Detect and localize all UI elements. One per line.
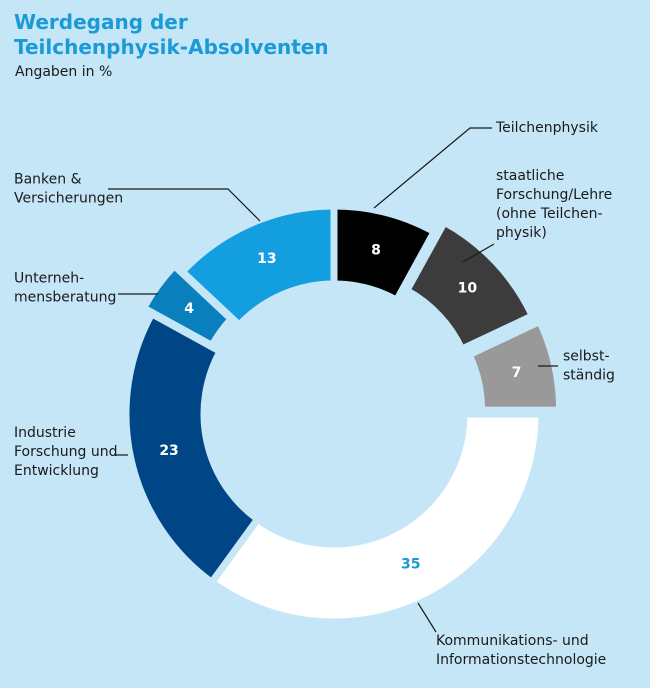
slice-label-6-line-0: Banken & [14, 172, 82, 188]
leader-line-0 [373, 127, 492, 209]
slice-value-2: 7 [512, 365, 522, 381]
slice-label-6: Banken & Versicherungen [14, 172, 123, 207]
slice-label-3: Kommunikations- und Informationstechnolog… [436, 633, 606, 668]
slice-0 [330, 202, 439, 305]
slice-label-3-line-1: Informationstechnologie [436, 652, 606, 668]
slice-label-4: Industrie Forschung und Entwicklung [14, 425, 117, 479]
chart-subtitle: Angaben in % [15, 64, 113, 80]
slice-label-0: Teilchenphysik [495, 120, 599, 136]
slice-value-3: 35 [401, 557, 420, 573]
slice-value-6: 13 [257, 251, 276, 267]
slice-label-2-line-1: ständig [563, 368, 615, 384]
slice-6 [177, 202, 338, 330]
chart-title-line-2: Teilchenphysik-Absolventen [14, 35, 329, 59]
slice-3 [206, 410, 546, 626]
slice-1 [402, 217, 538, 354]
slice-label-4-line-1: Forschung und [14, 444, 117, 460]
slice-label-5-line-0: Unterneh- [14, 271, 84, 287]
leader-line-3 [417, 602, 437, 633]
slice-label-2: selbst-ständig [563, 349, 615, 384]
slice-label-4-line-2: Entwicklung [14, 463, 99, 479]
slice-4 [122, 309, 263, 588]
slice-label-6-line-1: Versicherungen [14, 191, 123, 207]
slice-value-5: 4 [184, 301, 194, 317]
slice-label-1: staatliche Forschung/Lehre (ohne Teilchen-… [496, 168, 612, 241]
chart-title-line-1: Werdegang der [14, 10, 188, 34]
slice-value-4: 23 [159, 443, 178, 459]
leader-line-1 [462, 243, 495, 263]
slice-2 [464, 316, 564, 414]
slice-value-0: 8 [371, 242, 381, 258]
slice-label-1-line-2: (ohne Teilchen- [496, 206, 603, 222]
slice-label-1-line-1: Forschung/Lehre [496, 187, 612, 203]
slice-label-1-line-3: physik) [496, 225, 547, 241]
slice-label-3-line-0: Kommunikations- und [436, 633, 589, 649]
slice-label-4-line-0: Industrie [14, 425, 76, 441]
chart-title: Werdegang der Teilchenphysik-Absolventen [14, 10, 434, 60]
slice-label-0-line-0: Teilchenphysik [495, 120, 599, 136]
slice-value-1: 10 [458, 281, 478, 297]
leader-line-6 [108, 188, 261, 222]
slice-label-5: Unterneh-mensberatung [14, 271, 116, 306]
slice-label-2-line-0: selbst- [563, 349, 610, 365]
slice-label-5-line-1: mensberatung [14, 290, 116, 306]
slice-label-1-line-0: staatliche [496, 168, 564, 184]
